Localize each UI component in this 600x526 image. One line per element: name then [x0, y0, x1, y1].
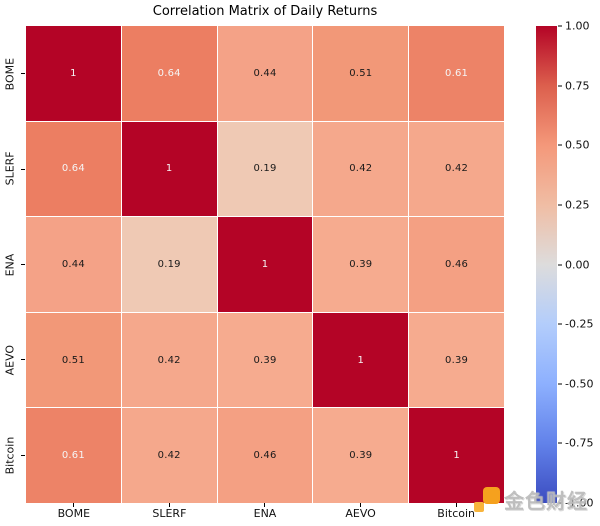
cell-value-label: 1 [357, 354, 365, 366]
heatmap-cell-ENA-Bitcoin: 0.46 [409, 217, 504, 312]
y-axis-label-Bitcoin: Bitcoin [3, 436, 17, 475]
colorbar-tick-1.00: 1.00 [558, 20, 590, 33]
cell-value-label: 0.44 [61, 258, 85, 270]
heatmap-cell-BOME-ENA: 0.44 [217, 26, 313, 121]
heatmap-cell-SLERF-SLERF: 1 [121, 121, 217, 217]
cell-value-label: 0.39 [253, 354, 277, 366]
colorbar-tick-0.25: 0.25 [558, 198, 590, 211]
y-axis-label-ENA: ENA [3, 253, 17, 276]
cell-value-label: 0.64 [157, 67, 181, 79]
cell-value-label: 0.51 [61, 354, 85, 366]
cell-value-label: 0.46 [445, 258, 469, 270]
heatmap-cell-SLERF-AEVO: 0.42 [313, 121, 409, 217]
cell-value-label: 1 [70, 67, 77, 79]
cell-value-label: 0.44 [253, 67, 277, 79]
heatmap-cell-ENA-AEVO: 0.39 [313, 217, 409, 312]
y-axis-labels: BOME SLERF ENA AEVO Bitcoin [2, 26, 18, 503]
y-axis-label-AEVO: AEVO [3, 344, 17, 376]
cell-value-label: 1 [453, 450, 460, 462]
cell-value-label: 1 [261, 258, 269, 270]
cell-value-label: 0.39 [349, 450, 373, 462]
x-axis-ticks [26, 503, 504, 507]
heatmap-cell-Bitcoin-BOME: 0.61 [26, 408, 121, 503]
jinse-finance-logo-icon [474, 486, 500, 513]
heatmap-cell-SLERF-Bitcoin: 0.42 [409, 121, 504, 217]
x-axis-label-ENA: ENA [253, 507, 277, 520]
heatmap-cell-BOME-AEVO: 0.51 [313, 26, 409, 121]
chart-title: Correlation Matrix of Daily Returns [152, 4, 378, 19]
heatmap-cell-BOME-SLERF: 0.64 [121, 26, 217, 121]
heatmap-cell-AEVO-SLERF: 0.42 [121, 312, 217, 408]
heatmap-cell-ENA-SLERF: 0.19 [121, 217, 217, 312]
cell-value-label: 0.42 [445, 163, 469, 175]
heatmap-cell-ENA-ENA: 1 [217, 217, 313, 312]
colorbar-tick-labels: 1.00 0.75 0.50 0.25 0.00 -0.25 -0.50 -0.75 -1.00 [558, 20, 600, 510]
y-axis-ticks [21, 26, 25, 503]
x-axis-label-BOME: BOME [57, 507, 91, 520]
cell-value-label: 0.39 [349, 258, 373, 270]
heatmap-cell-SLERF-ENA: 0.19 [217, 121, 313, 217]
cell-value-label: 0.42 [157, 450, 181, 462]
heatmap-cell-AEVO-ENA: 0.39 [217, 312, 313, 408]
colorbar-tick-0.50: 0.50 [558, 139, 590, 152]
colorbar-tick--0.25: -0.25 [558, 318, 593, 331]
y-axis-label-SLERF: SLERF [3, 152, 17, 187]
x-axis-label-Bitcoin: Bitcoin [437, 507, 476, 520]
cell-value-label: 1 [165, 163, 173, 175]
y-axis-label-BOME: BOME [3, 57, 17, 90]
heatmap-cell-AEVO-BOME: 0.51 [26, 312, 121, 408]
heatmap-cell-BOME-Bitcoin: 0.61 [409, 26, 504, 121]
heatmap-cell-Bitcoin-SLERF: 0.42 [121, 408, 217, 503]
heatmap-cell-Bitcoin-AEVO: 0.39 [313, 408, 409, 503]
heatmap-cell-BOME-BOME: 1 [26, 26, 121, 121]
heatmap-plot-area: 1 0.64 0.44 0.51 0.61 0.64 1 0.19 0.42 0.42 0.44 0.… [26, 26, 504, 503]
watermark-text: 金色财经 [504, 489, 588, 513]
heatmap-cell-ENA-BOME: 0.44 [26, 217, 121, 312]
watermark: 金色财经 [474, 485, 588, 514]
cell-value-label: 0.61 [61, 450, 85, 462]
heatmap-cell-AEVO-Bitcoin: 0.39 [409, 312, 504, 408]
heatmap-grid: 1 0.64 0.44 0.51 0.61 0.64 1 0.19 0.42 0.42 0.44 0.… [26, 26, 504, 503]
x-axis-label-SLERF: SLERF [152, 507, 187, 520]
x-axis-labels: BOME SLERF ENA AEVO Bitcoin [26, 507, 504, 520]
cell-value-label: 0.39 [445, 354, 469, 366]
colorbar-tick--0.75: -0.75 [558, 437, 593, 450]
cell-value-label: 0.19 [253, 163, 277, 175]
colorbar-tick--0.50: -0.50 [558, 377, 593, 390]
cell-value-label: 0.64 [61, 163, 85, 175]
cell-value-label: 0.42 [349, 163, 373, 175]
colorbar-tick-0.00: 0.00 [558, 258, 590, 271]
cell-value-label: 0.42 [157, 354, 181, 366]
x-axis-label-AEVO: AEVO [345, 507, 376, 520]
heatmap-cell-SLERF-BOME: 0.64 [26, 121, 121, 217]
cell-value-label: 0.46 [253, 450, 277, 462]
cell-value-label: 0.61 [445, 67, 469, 79]
colorbar-tick--1.00: -1.00 [558, 497, 593, 510]
colorbar [536, 26, 557, 503]
colorbar-tick-0.75: 0.75 [558, 79, 590, 92]
heatmap-cell-AEVO-AEVO: 1 [313, 312, 409, 408]
cell-value-label: 0.51 [349, 67, 373, 79]
heatmap-cell-Bitcoin-ENA: 0.46 [217, 408, 313, 503]
cell-value-label: 0.19 [157, 258, 181, 270]
